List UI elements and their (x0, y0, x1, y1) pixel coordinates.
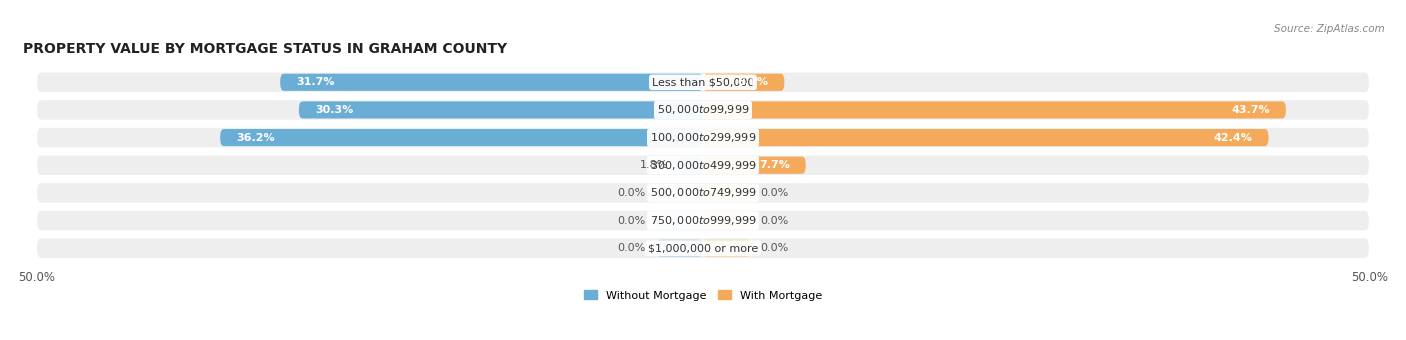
FancyBboxPatch shape (679, 157, 703, 174)
Text: 0.0%: 0.0% (617, 188, 645, 198)
Text: PROPERTY VALUE BY MORTGAGE STATUS IN GRAHAM COUNTY: PROPERTY VALUE BY MORTGAGE STATUS IN GRA… (22, 42, 508, 56)
Text: 0.0%: 0.0% (761, 188, 789, 198)
FancyBboxPatch shape (703, 74, 785, 91)
FancyBboxPatch shape (703, 129, 1268, 146)
Text: $100,000 to $299,999: $100,000 to $299,999 (650, 131, 756, 144)
FancyBboxPatch shape (657, 212, 703, 229)
Text: $500,000 to $749,999: $500,000 to $749,999 (650, 186, 756, 199)
Text: Source: ZipAtlas.com: Source: ZipAtlas.com (1274, 24, 1385, 34)
FancyBboxPatch shape (703, 212, 749, 229)
Text: 6.1%: 6.1% (737, 77, 768, 87)
FancyBboxPatch shape (703, 101, 1286, 119)
Text: 7.7%: 7.7% (759, 160, 790, 170)
FancyBboxPatch shape (703, 240, 749, 257)
Text: Less than $50,000: Less than $50,000 (652, 77, 754, 87)
Text: 0.0%: 0.0% (617, 243, 645, 253)
Text: $750,000 to $999,999: $750,000 to $999,999 (650, 214, 756, 227)
FancyBboxPatch shape (703, 157, 806, 174)
FancyBboxPatch shape (37, 99, 1369, 121)
FancyBboxPatch shape (299, 101, 703, 119)
Text: 42.4%: 42.4% (1213, 133, 1253, 142)
Text: 31.7%: 31.7% (297, 77, 335, 87)
Text: 0.0%: 0.0% (761, 216, 789, 225)
Text: 30.3%: 30.3% (315, 105, 353, 115)
FancyBboxPatch shape (280, 74, 703, 91)
FancyBboxPatch shape (37, 154, 1369, 176)
Text: $50,000 to $99,999: $50,000 to $99,999 (657, 103, 749, 116)
FancyBboxPatch shape (37, 127, 1369, 148)
FancyBboxPatch shape (657, 184, 703, 202)
FancyBboxPatch shape (221, 129, 703, 146)
FancyBboxPatch shape (37, 182, 1369, 204)
FancyBboxPatch shape (37, 210, 1369, 231)
Text: 1.8%: 1.8% (640, 160, 668, 170)
Text: 0.0%: 0.0% (761, 243, 789, 253)
Text: $300,000 to $499,999: $300,000 to $499,999 (650, 159, 756, 172)
Text: 0.0%: 0.0% (617, 216, 645, 225)
Text: $1,000,000 or more: $1,000,000 or more (648, 243, 758, 253)
FancyBboxPatch shape (37, 237, 1369, 259)
FancyBboxPatch shape (703, 184, 749, 202)
FancyBboxPatch shape (37, 71, 1369, 93)
FancyBboxPatch shape (657, 240, 703, 257)
Text: 36.2%: 36.2% (236, 133, 274, 142)
Legend: Without Mortgage, With Mortgage: Without Mortgage, With Mortgage (579, 286, 827, 305)
Text: 43.7%: 43.7% (1232, 105, 1270, 115)
